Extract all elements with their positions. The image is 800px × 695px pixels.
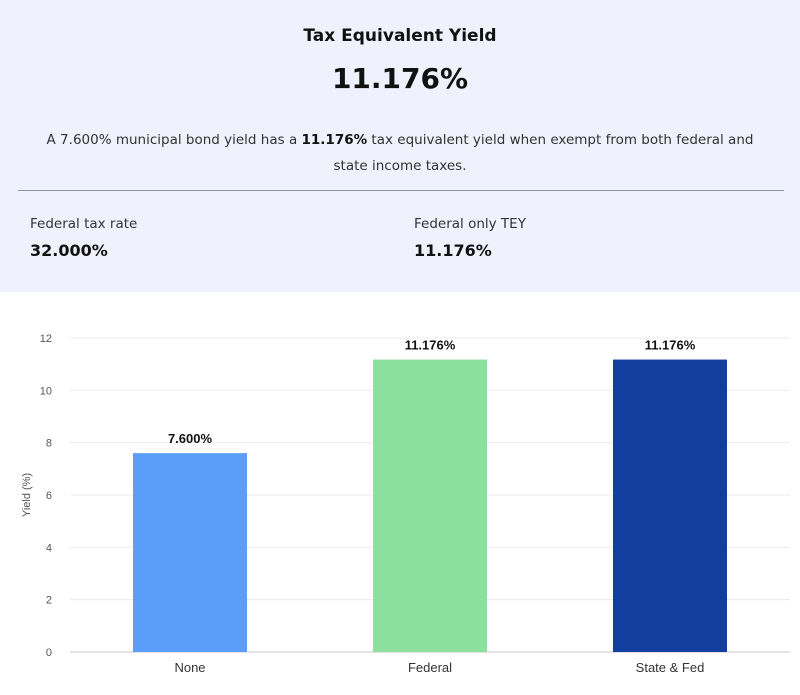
metric-federal-only-tey: Federal only TEY 11.176% xyxy=(414,216,526,260)
summary-panel: Tax Equivalent Yield 11.176% A 7.600% mu… xyxy=(0,0,800,292)
x-category-label: None xyxy=(174,660,205,675)
bar-value-label: 11.176% xyxy=(645,338,696,353)
metric-value: 32.000% xyxy=(30,241,108,260)
y-tick-label: 12 xyxy=(40,333,52,345)
bar-none xyxy=(133,453,247,652)
divider xyxy=(18,190,784,191)
y-tick-label: 2 xyxy=(46,595,52,607)
metric-value: 11.176% xyxy=(414,241,492,260)
bar-state-fed xyxy=(613,359,727,652)
y-tick-label: 8 xyxy=(46,438,52,450)
bar-federal xyxy=(373,359,487,652)
description-prefix: A 7.600% municipal bond yield has a xyxy=(46,132,302,148)
result-title: Tax Equivalent Yield xyxy=(303,26,497,46)
y-tick-label: 6 xyxy=(46,490,52,502)
metric-label: Federal only TEY xyxy=(414,216,526,232)
metric-federal-tax-rate: Federal tax rate 32.000% xyxy=(30,216,137,260)
description-suffix: tax equivalent yield when exempt from bo… xyxy=(333,132,754,174)
x-category-label: Federal xyxy=(408,660,452,675)
result-value: 11.176% xyxy=(331,62,469,95)
metric-label: Federal tax rate xyxy=(30,216,138,232)
y-tick-label: 0 xyxy=(46,647,52,659)
bar-value-label: 11.176% xyxy=(405,338,456,353)
y-tick-label: 4 xyxy=(46,542,52,554)
y-axis-title: Yield (%) xyxy=(21,473,33,517)
bar-value-label: 7.600% xyxy=(168,431,213,446)
y-tick-label: 10 xyxy=(40,385,52,397)
x-category-label: State & Fed xyxy=(636,660,705,675)
yield-bar-chart: 0 2 4 6 8 10 12 Yield (%) 7.600% None 11.176% Feder… xyxy=(21,333,790,675)
result-description: A 7.600% municipal bond yield has a 11.1… xyxy=(30,127,770,179)
description-highlight: 11.176% xyxy=(301,132,368,148)
